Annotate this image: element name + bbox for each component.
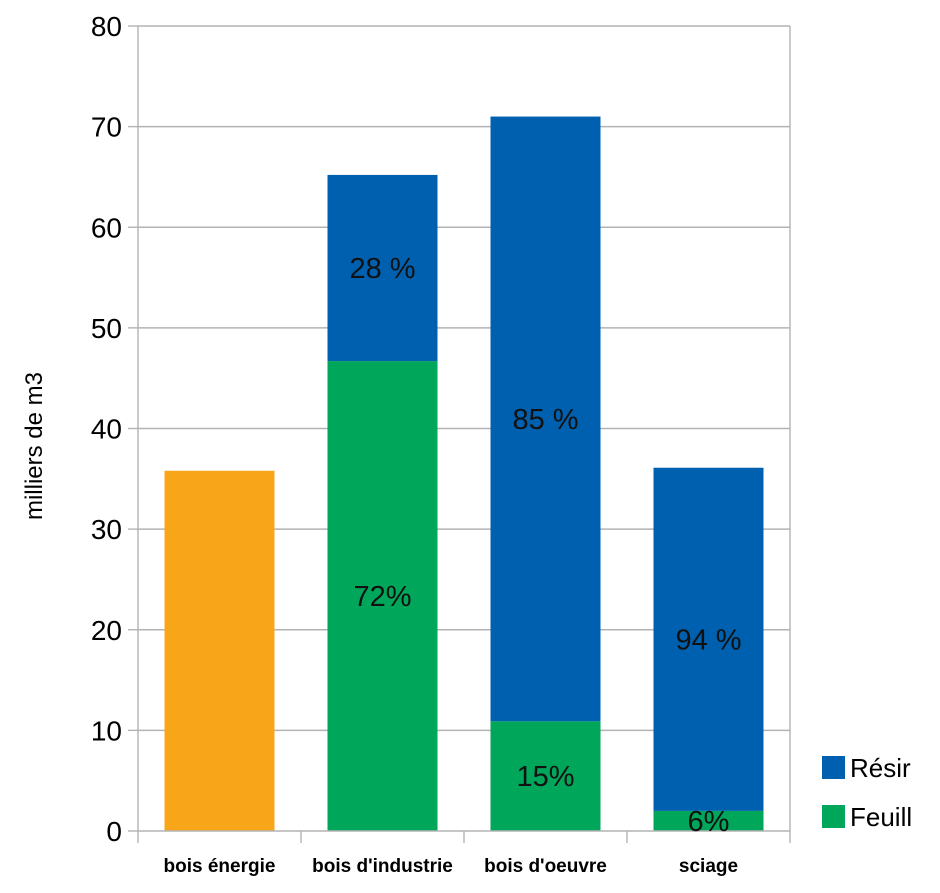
x-tick-label: bois d'oeuvre: [484, 856, 607, 877]
data-label: 28 %: [349, 253, 415, 285]
legend: Résir Feuill: [822, 753, 912, 832]
axes: 0 10 20 30 40 50 60 70 80 bois énergie bois d'indu…: [91, 11, 791, 877]
y-tick-label: 20: [91, 615, 122, 646]
bar-segment: [490, 116, 601, 722]
bar-segment: [490, 721, 601, 831]
bar-segment: [653, 467, 764, 811]
x-tick-label: bois d'industrie: [312, 856, 453, 877]
data-label: 15%: [516, 761, 574, 793]
bar-segment: [327, 361, 438, 831]
legend-swatch: [822, 805, 845, 828]
y-tick-label: 0: [106, 816, 122, 847]
x-tick-label: sciage: [679, 856, 738, 877]
y-tick-label: 60: [91, 212, 122, 243]
bars: [164, 116, 764, 831]
data-label: 72%: [353, 581, 411, 613]
y-tick-label: 10: [91, 715, 122, 746]
bar-segment: [327, 174, 438, 362]
y-tick-label: 30: [91, 514, 122, 545]
y-tick-label: 70: [91, 112, 122, 143]
y-tick-label: 50: [91, 313, 122, 344]
y-tick-label: 40: [91, 414, 122, 445]
legend-label: Résir: [850, 753, 911, 783]
data-label: 85 %: [512, 404, 578, 436]
legend-label: Feuill: [850, 802, 912, 832]
bar-segment: [653, 810, 764, 831]
bar-segment: [164, 470, 275, 831]
y-tick-label: 80: [91, 11, 122, 42]
data-labels: 72% 28 % 15% 85 % 6% 94 %: [349, 253, 741, 838]
legend-swatch: [822, 756, 845, 779]
y-axis-title: milliers de m3: [21, 372, 48, 520]
data-label: 6%: [688, 806, 730, 838]
x-tick-label: bois énergie: [164, 856, 276, 877]
data-label: 94 %: [675, 624, 741, 656]
